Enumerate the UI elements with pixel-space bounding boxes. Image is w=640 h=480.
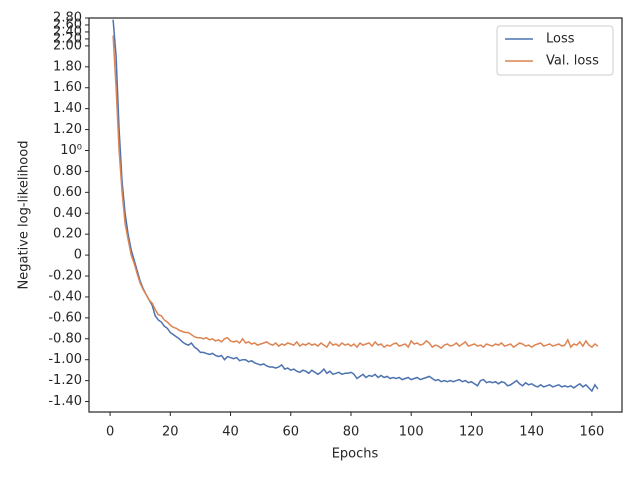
y-tick-label: -0.20	[48, 269, 82, 284]
x-tick-label: 0	[106, 425, 114, 440]
y-tick-label: 0	[74, 248, 82, 263]
line-series	[112, 19, 599, 393]
x-tick-label: 120	[459, 425, 484, 440]
y-tick-label: 2.20	[53, 31, 82, 46]
x-tick-label: 20	[162, 425, 179, 440]
line-series	[112, 35, 599, 350]
x-tick-label: 100	[399, 425, 424, 440]
y-tick-label: 0.60	[53, 185, 82, 200]
y-tick-label: 1.80	[53, 59, 82, 74]
y-tick-label: 10⁰	[60, 143, 82, 158]
y-tick-label: 0.20	[53, 227, 82, 242]
y-tick-label: 2.60	[53, 17, 82, 32]
x-tick-label: 160	[579, 425, 604, 440]
legend-label: Loss	[546, 32, 575, 47]
y-tick-label: -1.40	[48, 394, 82, 409]
y-tick-label: 2.40	[53, 24, 82, 39]
y-tick-label: -1.20	[48, 373, 82, 388]
legend-label: Val. loss	[546, 54, 599, 69]
y-tick-label: -1.00	[48, 352, 82, 367]
y-tick-label: 1.60	[53, 80, 82, 95]
x-tick-label: 40	[222, 425, 239, 440]
y-tick-label: 2.00	[53, 38, 82, 53]
y-tick-label: -0.40	[48, 289, 82, 304]
x-tick-label: 60	[282, 425, 299, 440]
x-axis-label: Epochs	[332, 447, 379, 462]
y-axis-label: Negative log-likelihood	[17, 141, 32, 290]
y-tick-label: 1.20	[53, 122, 82, 137]
y-tick-label: 0.80	[53, 164, 82, 179]
y-tick-label: 0.40	[53, 206, 82, 221]
x-tick-label: 80	[343, 425, 360, 440]
y-tick-label: -0.80	[48, 331, 82, 346]
x-tick-label: 140	[519, 425, 544, 440]
y-tick-label: 2.80	[53, 11, 82, 26]
plot-frame	[88, 17, 623, 413]
y-tick-label: 1.40	[53, 101, 82, 116]
y-tick-label: -0.60	[48, 310, 82, 325]
